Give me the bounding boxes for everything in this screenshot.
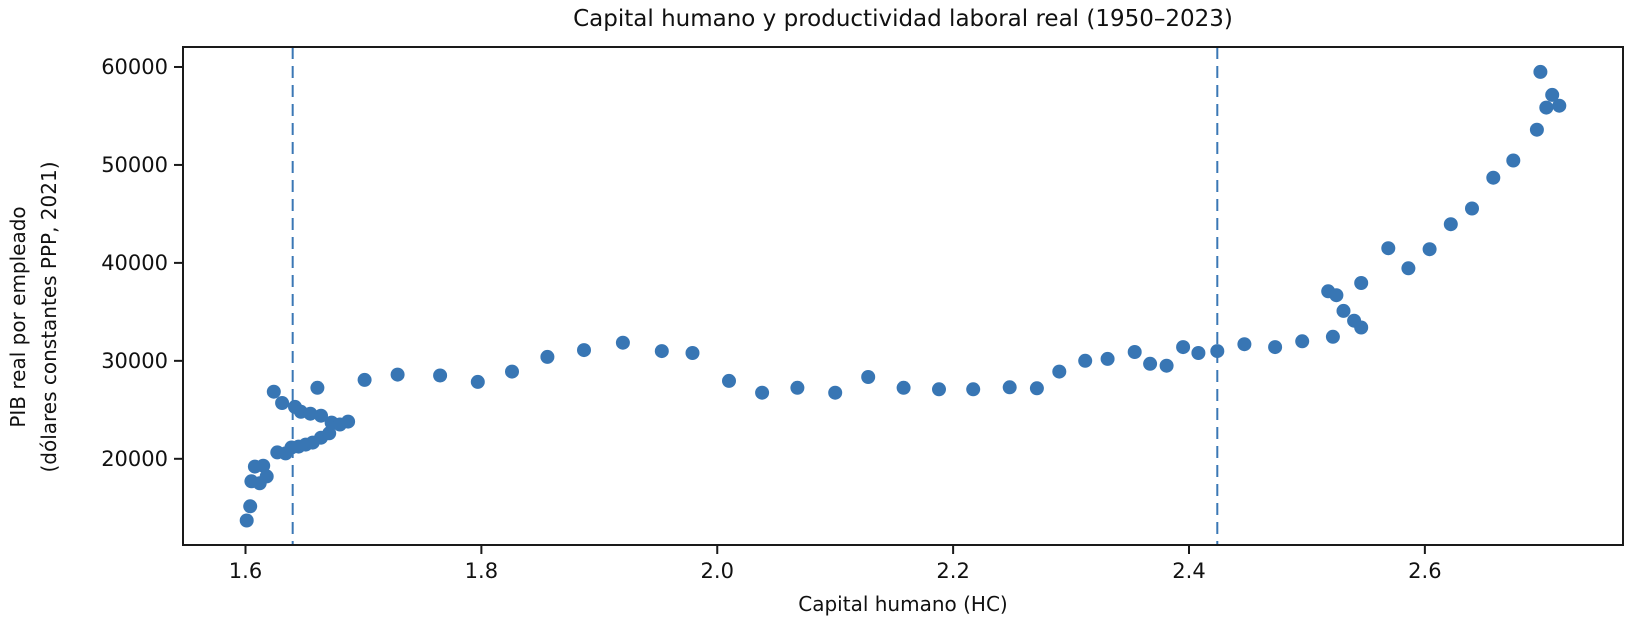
scatter-point xyxy=(1533,64,1548,79)
scatter-point xyxy=(1295,334,1310,349)
x-tick-label: 2.0 xyxy=(701,559,734,583)
scatter-point xyxy=(685,346,700,360)
scatter-point xyxy=(1336,303,1351,318)
y-axis-label-line1: PIB real por empleado xyxy=(6,206,30,428)
scatter-point xyxy=(256,458,271,473)
scatter-point xyxy=(1143,356,1158,371)
x-tick-label: 1.6 xyxy=(229,559,262,583)
scatter-point xyxy=(266,384,281,399)
scatter-point xyxy=(1401,261,1416,276)
scatter-point xyxy=(314,408,328,423)
scatter-point xyxy=(1422,242,1437,257)
scatter-point xyxy=(1029,381,1044,396)
chart-title: Capital humano y productividad laboral r… xyxy=(573,6,1233,32)
axes-box xyxy=(182,46,1624,546)
scatter-point xyxy=(1506,153,1521,168)
scatter-point xyxy=(1100,351,1115,366)
x-tick-label: 2.2 xyxy=(936,559,969,583)
scatter-point xyxy=(577,343,591,358)
scatter-point xyxy=(341,414,356,429)
scatter-point xyxy=(1159,358,1174,373)
scatter-point xyxy=(259,469,274,484)
scatter-point xyxy=(1354,276,1369,290)
scatter-point xyxy=(1529,122,1544,137)
y-tick-label: 50000 xyxy=(101,153,168,177)
scatter-point xyxy=(239,513,254,528)
scatter-point xyxy=(322,426,337,441)
scatter-point xyxy=(1486,170,1501,185)
x-tick-label: 1.8 xyxy=(465,559,498,583)
scatter-point xyxy=(1002,380,1017,395)
scatter-point xyxy=(310,380,325,395)
y-tick-label: 20000 xyxy=(101,447,168,471)
scatter-point xyxy=(1268,340,1283,355)
scatter-point xyxy=(932,382,946,397)
scatter-point xyxy=(1552,98,1567,113)
scatter-point xyxy=(1237,337,1252,352)
scatter-point xyxy=(243,499,258,514)
x-axis-label: Capital humano (HC) xyxy=(798,592,1008,616)
y-axis-label: PIB real por empleado (dólares constante… xyxy=(3,17,73,617)
scatter-point xyxy=(1354,320,1369,335)
y-tick-label: 60000 xyxy=(101,55,168,79)
scatter-point xyxy=(896,380,911,395)
scatter-point xyxy=(722,373,736,388)
scatter-point xyxy=(1210,344,1225,359)
scatter-point xyxy=(1176,340,1191,355)
scatter-point xyxy=(303,406,318,421)
scatter-point xyxy=(1545,87,1560,102)
scatter-point xyxy=(1329,288,1344,303)
scatter-point xyxy=(1052,364,1067,379)
scatter-point xyxy=(828,385,843,400)
scatter-point xyxy=(357,372,372,387)
scatter-point xyxy=(433,368,448,383)
scatter-point xyxy=(275,396,290,410)
scatter-point xyxy=(1539,100,1554,115)
scatter-point xyxy=(861,370,876,384)
scatter-point xyxy=(470,374,485,389)
x-tick-label: 2.4 xyxy=(1172,559,1205,583)
y-axis-label-line2: (dólares constantes PPP, 2021) xyxy=(37,161,61,473)
scatter-point xyxy=(390,367,405,382)
y-tick-label: 30000 xyxy=(101,349,168,373)
scatter-point xyxy=(1078,353,1093,368)
scatter-point xyxy=(1191,346,1206,360)
scatter-point xyxy=(1465,201,1479,216)
scatter-point xyxy=(755,385,770,400)
scatter-point xyxy=(654,344,669,359)
scatter-point xyxy=(966,382,981,397)
scatter-point xyxy=(505,364,519,379)
scatter-point xyxy=(540,349,555,364)
scatter-point xyxy=(615,335,630,350)
y-tick-label: 40000 xyxy=(101,251,168,275)
scatter-point xyxy=(790,380,805,395)
scatter-point xyxy=(1381,241,1396,256)
scatter-point xyxy=(1127,345,1142,359)
scatter-point xyxy=(1325,329,1340,344)
scatter-point xyxy=(1443,217,1458,232)
x-tick-label: 2.6 xyxy=(1408,559,1441,583)
